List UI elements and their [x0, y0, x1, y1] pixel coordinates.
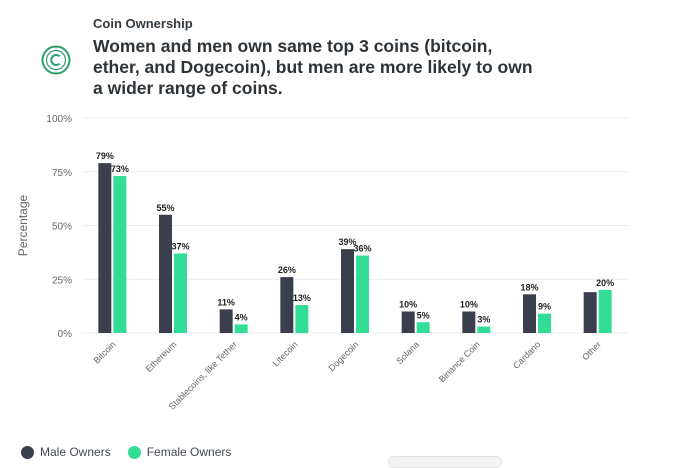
bar-male: [523, 294, 536, 333]
y-tick-label: 25%: [52, 275, 72, 286]
y-tick-label: 0%: [58, 329, 73, 340]
bar-female: [356, 255, 369, 333]
bar-female: [416, 322, 430, 333]
coin-logo-icon: [41, 45, 71, 75]
x-tick-label: Bitcoin: [92, 339, 118, 365]
data-label: 39%: [338, 237, 356, 247]
x-tick-label: Ethereum: [144, 339, 179, 374]
legend-dot-female: [127, 445, 141, 459]
bar-female: [295, 305, 309, 333]
bar-male: [159, 214, 172, 333]
bar-female: [538, 313, 551, 333]
bar-female: [477, 326, 491, 333]
bar-female: [234, 324, 248, 333]
data-label: 9%: [538, 302, 551, 312]
legend-dot-male: [21, 445, 34, 459]
x-tick-label: Dogecoin: [326, 339, 360, 373]
bar-male: [341, 249, 354, 333]
data-label: 10%: [399, 300, 417, 310]
data-label: 37%: [171, 241, 189, 251]
bar-female: [113, 176, 127, 333]
bar-female: [598, 290, 612, 333]
x-tick-label: Litecoin: [271, 339, 300, 368]
bar-male: [98, 163, 112, 333]
chart-title: Women and men own same top 3 coins (bitc…: [93, 36, 533, 98]
x-tick-label: Stablecoins, like Tether: [167, 339, 239, 411]
data-label: 18%: [520, 282, 538, 292]
y-tick-label: 100%: [46, 114, 72, 125]
data-label: 4%: [235, 312, 248, 322]
bar-chart: 0% 25% 50% 75% 100% Percentage 79% 73% Bitcoin 55…: [16, 114, 628, 412]
data-label: 11%: [217, 297, 235, 307]
x-tick-label: Other: [580, 339, 603, 362]
legend: Male Owners Female Owners: [21, 445, 248, 459]
bar-female: [174, 253, 187, 333]
bar-male: [219, 309, 233, 333]
data-label: 79%: [96, 151, 114, 161]
data-label: 13%: [293, 293, 311, 303]
data-label: 3%: [477, 315, 490, 325]
y-tick-label: 75%: [52, 168, 72, 179]
bar-male: [401, 311, 415, 333]
data-label: 5%: [417, 310, 430, 320]
data-label: 20%: [596, 278, 614, 288]
data-label: 55%: [156, 203, 174, 213]
legend-item-male: Male Owners: [21, 445, 111, 459]
data-label: 73%: [111, 164, 129, 174]
y-tick-label: 50%: [52, 222, 72, 233]
bar-male: [280, 277, 294, 333]
x-tick-label: Binance Coin: [437, 339, 482, 384]
bar-male: [462, 311, 476, 333]
y-axis-label: Percentage: [16, 194, 30, 256]
chart-subtitle: Coin Ownership: [93, 16, 193, 31]
legend-label-female: Female Owners: [146, 445, 232, 459]
x-tick-label: Solana: [394, 339, 421, 366]
data-label: 36%: [353, 244, 371, 254]
data-label: 26%: [278, 265, 296, 275]
legend-label-male: Male Owners: [40, 445, 111, 459]
data-label: 10%: [460, 300, 478, 310]
bar-male: [583, 292, 597, 333]
scroll-handle[interactable]: [388, 456, 502, 468]
x-tick-label: Cardano: [511, 339, 542, 370]
legend-item-female: Female Owners: [127, 445, 232, 459]
